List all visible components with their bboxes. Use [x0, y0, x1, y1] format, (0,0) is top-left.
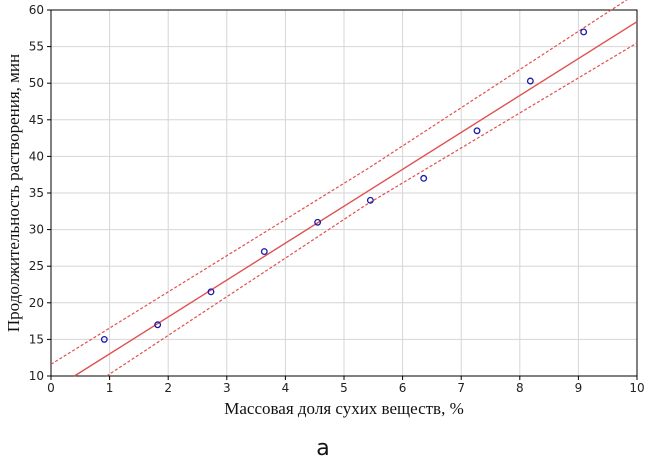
- x-tick-label: 7: [457, 381, 465, 395]
- y-tick-label: 30: [29, 223, 44, 237]
- x-tick-label: 3: [223, 381, 231, 395]
- y-tick-label: 50: [29, 76, 44, 90]
- y-tick-label: 10: [29, 369, 44, 383]
- x-axis-title: Массовая доля сухих веществ, %: [224, 399, 464, 418]
- y-tick-label: 55: [29, 40, 44, 54]
- x-tick-label: 6: [399, 381, 407, 395]
- y-tick-label: 25: [29, 259, 44, 273]
- regression-line: [74, 21, 638, 377]
- x-tick-label: 2: [164, 381, 172, 395]
- data-point: [580, 28, 588, 36]
- data-point: [526, 77, 534, 85]
- fit-line-group: [74, 21, 638, 377]
- data-point: [366, 196, 374, 204]
- confidence-bands: [50, 0, 638, 377]
- x-tick-label: 8: [516, 381, 524, 395]
- data-points: [100, 28, 588, 343]
- x-tick-label: 5: [340, 381, 348, 395]
- x-tick-label: 10: [629, 381, 644, 395]
- x-tick-label: 4: [282, 381, 290, 395]
- data-point: [420, 174, 428, 182]
- y-axis-title: Продолжительность растворения, мин: [4, 54, 23, 332]
- panel-label: а: [316, 436, 329, 457]
- data-point: [100, 335, 108, 343]
- y-tick-label: 15: [29, 332, 44, 346]
- data-point: [154, 321, 162, 329]
- x-tick-label: 1: [106, 381, 114, 395]
- grid: [51, 10, 637, 376]
- data-point: [207, 288, 215, 296]
- upper-confidence-band: [50, 0, 628, 365]
- data-point: [260, 248, 268, 256]
- data-point: [314, 218, 322, 226]
- x-tick-label: 0: [47, 381, 55, 395]
- y-tick-label: 40: [29, 149, 44, 163]
- y-tick-label: 20: [29, 296, 44, 310]
- lower-confidence-band: [106, 42, 638, 377]
- y-tick-label: 45: [29, 113, 44, 127]
- data-point: [473, 127, 481, 135]
- y-tick-label: 60: [29, 3, 44, 17]
- y-tick-label: 35: [29, 186, 44, 200]
- x-tick-label: 9: [575, 381, 583, 395]
